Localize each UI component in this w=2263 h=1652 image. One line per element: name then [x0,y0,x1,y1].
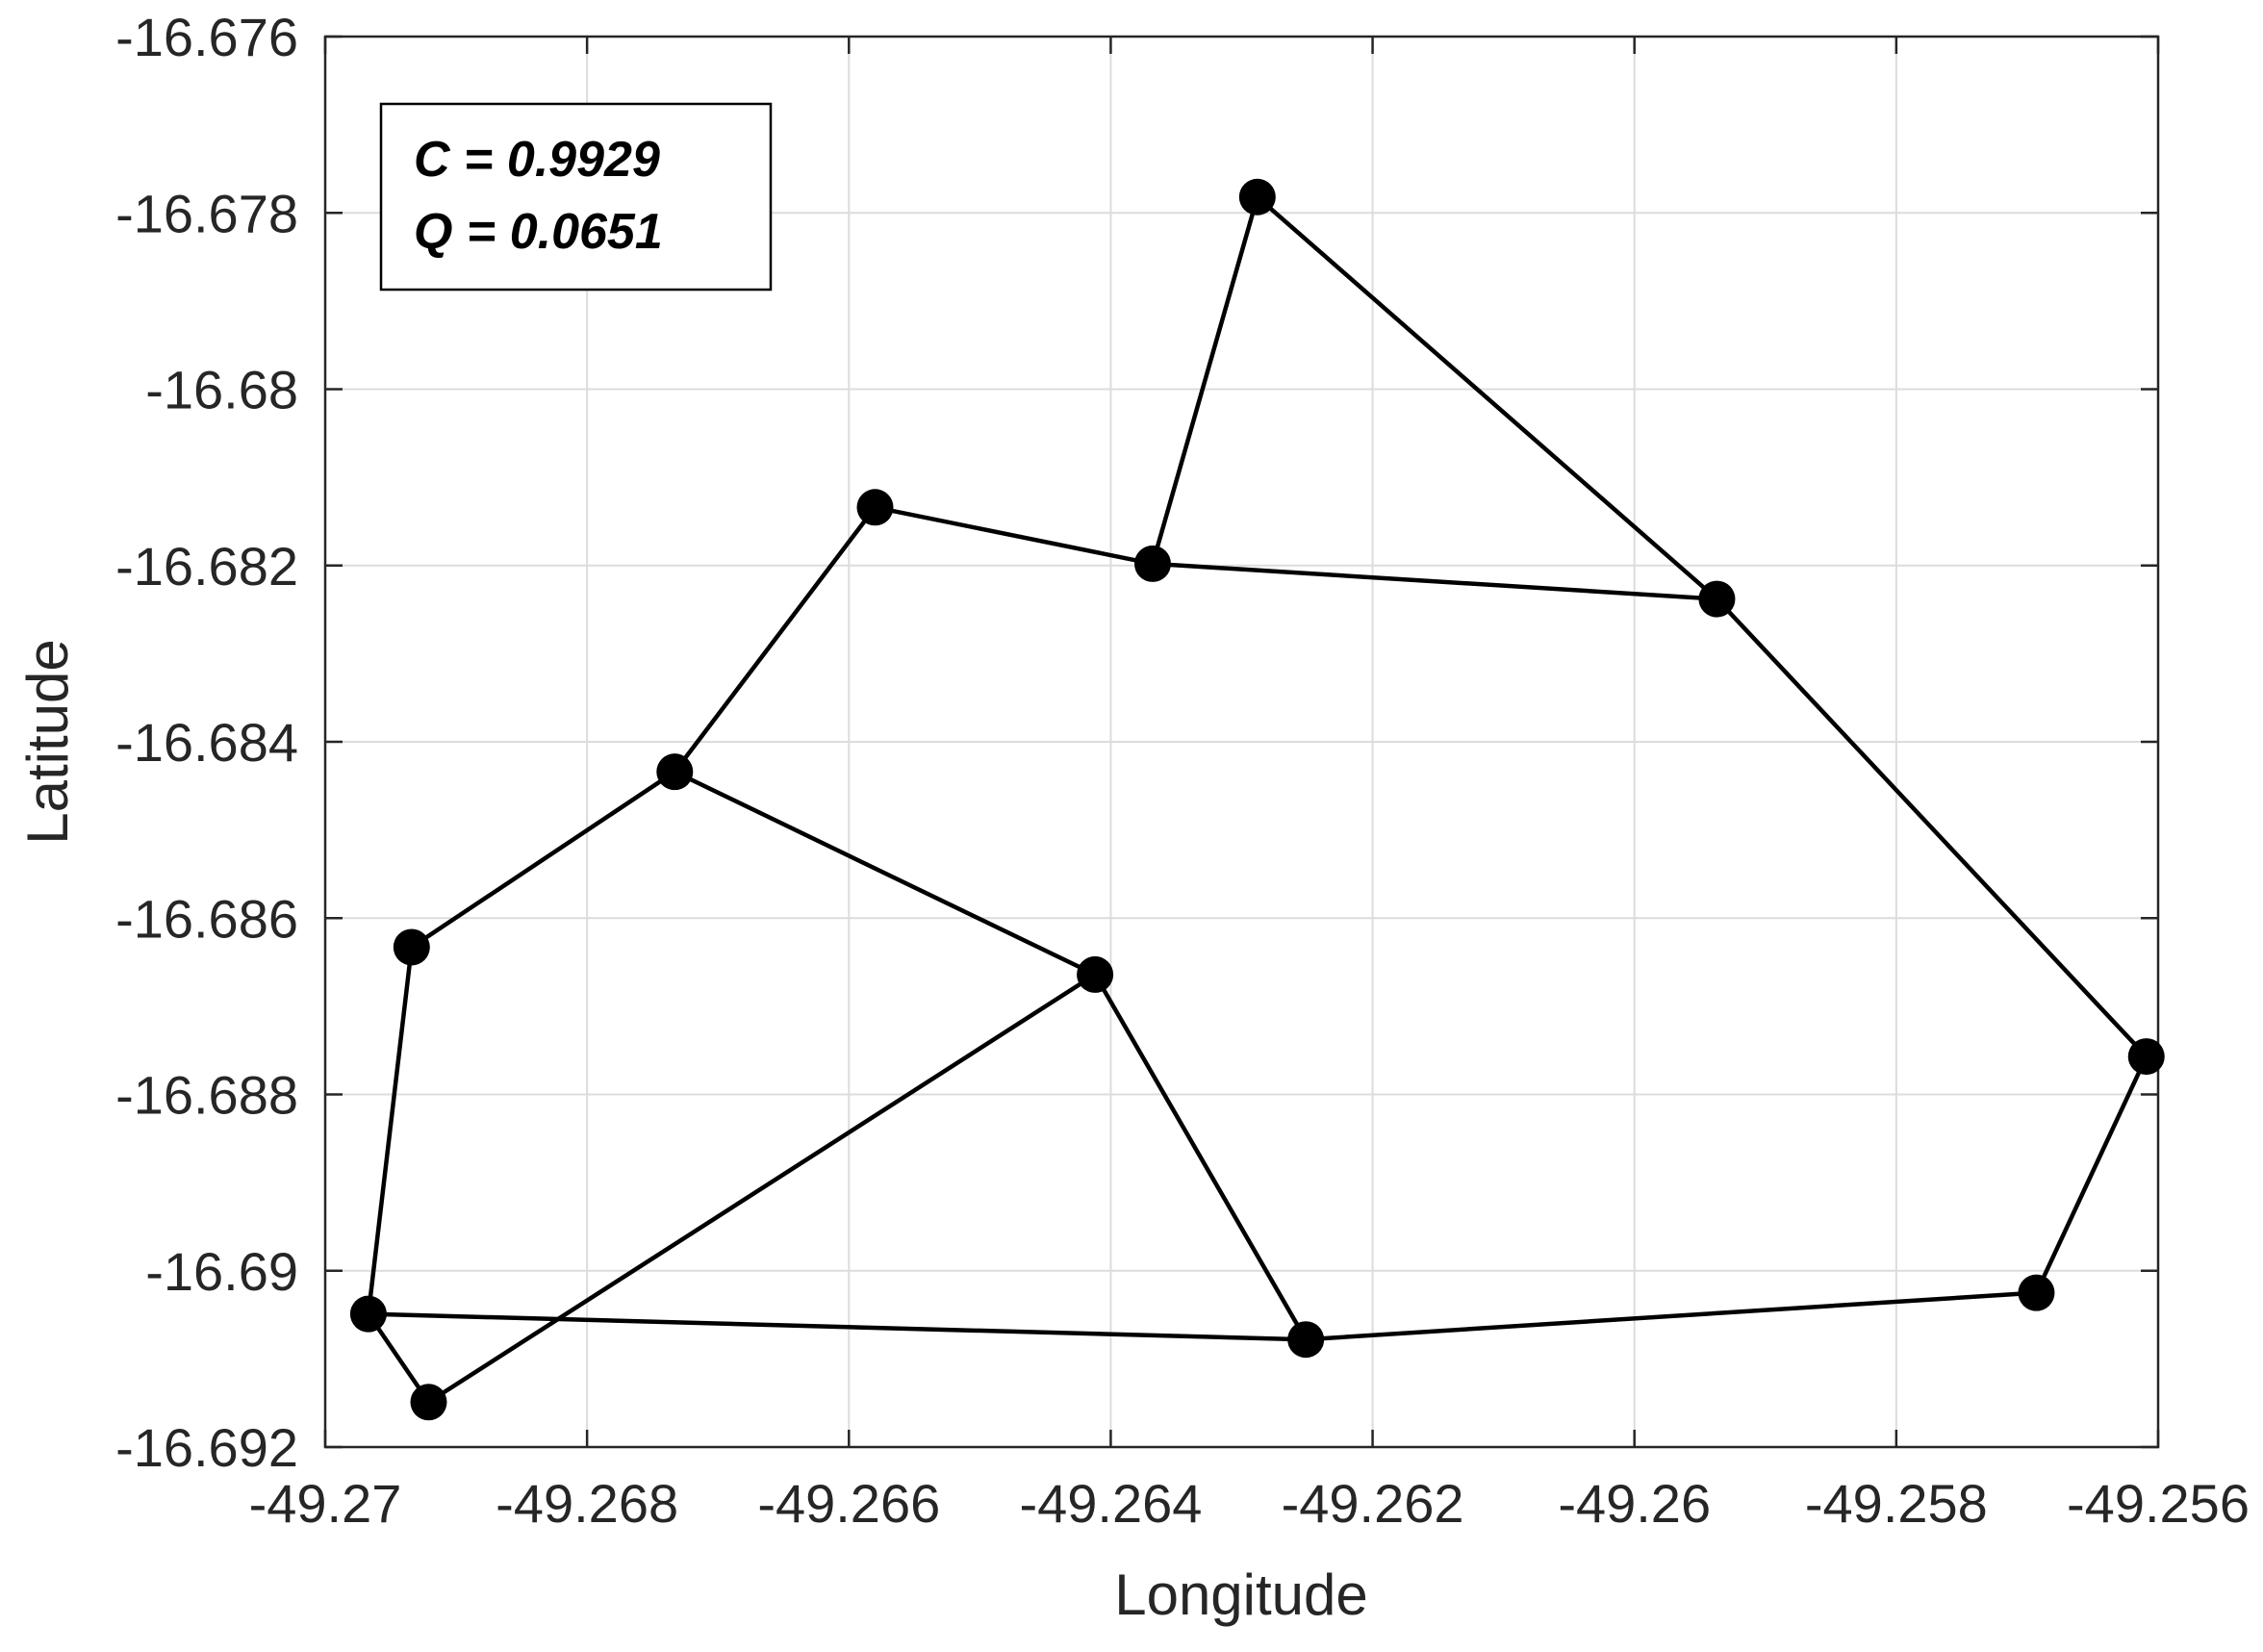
x-tick-label: -49.264 [1019,1473,1202,1534]
x-tick-label: -49.256 [2067,1473,2250,1534]
network-node [656,753,694,791]
y-tick-label: -16.68 [145,360,298,420]
y-tick-label: -16.686 [115,888,298,949]
network-edge [2034,1054,2149,1295]
network-node [393,928,430,966]
network-edges [366,194,2149,1405]
network-node [856,489,894,526]
network-edge [366,1311,1309,1342]
y-tick-label: -16.678 [115,183,298,243]
network-edge [426,972,1098,1405]
annotation-line-q: Q = 0.0651 [414,204,663,260]
network-node [410,1384,447,1421]
network-edge [673,505,877,775]
network-edge [1303,1290,2039,1342]
x-axis: -49.27 -49.268 -49.266 -49.264 -49.262 -49.26… [249,37,2250,1534]
network-edge [1255,194,1719,601]
y-tick-label: -16.676 [115,7,298,67]
x-tick-label: -49.26 [1558,1473,1711,1534]
x-tick-label: -49.268 [496,1473,678,1534]
network-nodes [349,178,2165,1421]
annotation-frame [379,102,773,292]
network-edge [1150,194,1260,567]
x-tick-label: -49.258 [1805,1473,1988,1534]
network-node [1238,178,1276,216]
network-node [2018,1274,2055,1311]
network-node [1698,580,1736,618]
y-tick-label: -16.69 [145,1241,298,1302]
network-node [2127,1038,2165,1076]
annotation-box: C = 0.9929 Q = 0.0651 [379,102,773,292]
network-node [1077,955,1114,993]
network-node [349,1295,387,1333]
y-tick-label: -16.688 [115,1065,298,1126]
network-edge [673,769,1098,978]
network-node [1133,545,1171,582]
network-edge [1715,597,2149,1059]
y-tick-label: -16.692 [115,1417,298,1478]
x-tick-label: -49.262 [1282,1473,1464,1534]
network-edge [873,505,1156,567]
x-tick-label: -49.27 [249,1473,402,1534]
network-edge [366,945,415,1316]
y-axis-title: Latitude [15,639,80,845]
y-axis: -16.676 -16.678 -16.68 -16.682 -16.684 -16.68… [115,7,2158,1478]
network-edge [1092,972,1309,1342]
network-edge [409,769,677,950]
x-tick-label: -49.266 [757,1473,940,1534]
y-tick-label: -16.682 [115,536,298,597]
network-edge [1150,561,1719,601]
x-axis-title: Longitude [1114,1563,1368,1627]
y-tick-label: -16.684 [115,712,298,773]
annotation-line-c: C = 0.9929 [414,132,660,188]
network-node [1287,1321,1325,1359]
